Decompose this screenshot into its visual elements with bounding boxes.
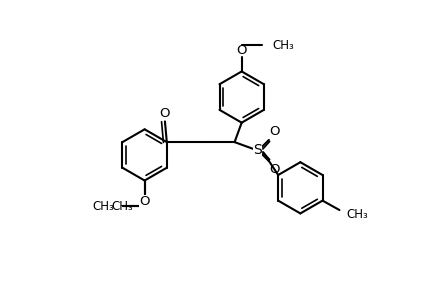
Text: O: O (269, 125, 280, 138)
Text: CH₃: CH₃ (273, 39, 294, 52)
Text: CH₃: CH₃ (112, 200, 133, 213)
Text: O: O (237, 44, 247, 57)
Text: O: O (269, 163, 280, 176)
Text: O: O (160, 107, 170, 120)
Text: CH₃: CH₃ (92, 200, 114, 213)
Text: O: O (139, 195, 150, 208)
Text: O: O (139, 195, 150, 208)
Text: CH₃: CH₃ (346, 209, 368, 221)
Text: S: S (253, 143, 262, 158)
